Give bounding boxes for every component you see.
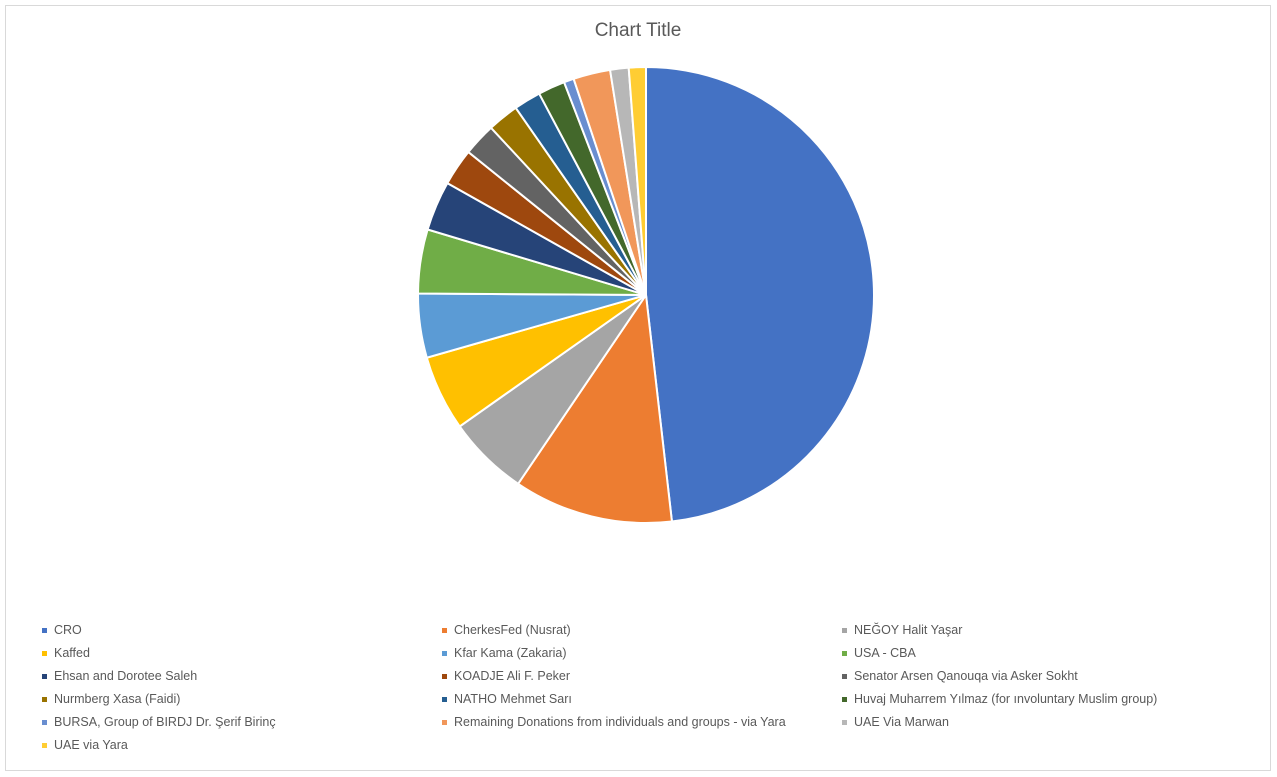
legend-label-4: Kfar Kama (Zakaria): [454, 646, 567, 660]
legend-item-14: UAE Via Marwan: [842, 713, 1252, 731]
legend-swatch-10: [442, 696, 447, 702]
chart-legend: CRO CherkesFed (Nusrat) NEĞOY Halit Yaşar K…: [42, 621, 1252, 754]
legend-swatch-1: [442, 627, 447, 633]
legend-label-11: Huvaj Muharrem Yılmaz (for ınvoluntary M…: [854, 692, 1158, 706]
legend-label-14: UAE Via Marwan: [854, 715, 949, 729]
legend-label-13: Remaining Donations from individuals and…: [454, 715, 786, 729]
legend-swatch-15: [42, 742, 47, 748]
legend-label-3: Kaffed: [54, 646, 90, 660]
chart-title: Chart Title: [594, 20, 682, 41]
legend-item-13: Remaining Donations from individuals and…: [442, 713, 842, 731]
pie-slice-15: [627, 65, 647, 296]
legend-swatch-11: [842, 696, 847, 702]
legend-label-2: NEĞOY Halit Yaşar: [854, 623, 963, 637]
legend-swatch-5: [842, 650, 847, 656]
legend-swatch-2: [842, 627, 847, 633]
legend-item-8: Senator Arsen Qanouqa via Asker Sokht: [842, 667, 1252, 685]
legend-label-6: Ehsan and Dorotee Saleh: [54, 669, 198, 683]
legend-label-15: UAE via Yara: [54, 738, 128, 752]
legend-label-9: Nurmberg Xasa (Faidi): [54, 692, 181, 706]
legend-label-5: USA - CBA: [854, 646, 916, 660]
legend-label-7: KOADJE Ali F. Peker: [454, 669, 571, 683]
legend-label-0: CRO: [54, 623, 82, 637]
pie-slice-0: [645, 65, 875, 523]
legend-item-11: Huvaj Muharrem Yılmaz (for ınvoluntary M…: [842, 690, 1252, 708]
legend-label-1: CherkesFed (Nusrat): [454, 623, 571, 637]
legend-item-3: Kaffed: [42, 644, 442, 662]
legend-item-15: UAE via Yara: [42, 736, 442, 754]
legend-item-2: NEĞOY Halit Yaşar: [842, 621, 1252, 639]
legend-label-12: BURSA, Group of BIRDJ Dr. Şerif Birinç: [54, 715, 276, 729]
legend-label-8: Senator Arsen Qanouqa via Asker Sokht: [854, 669, 1078, 683]
legend-item-0: CRO: [42, 621, 442, 639]
legend-swatch-14: [842, 719, 847, 725]
legend-label-10: NATHO Mehmet Sarı: [454, 692, 572, 706]
legend-item-4: Kfar Kama (Zakaria): [442, 644, 842, 662]
legend-swatch-4: [442, 650, 447, 656]
legend-swatch-9: [42, 696, 47, 702]
legend-swatch-0: [42, 627, 47, 633]
legend-swatch-8: [842, 673, 847, 679]
legend-swatch-3: [42, 650, 47, 656]
legend-item-10: NATHO Mehmet Sarı: [442, 690, 842, 708]
legend-item-9: Nurmberg Xasa (Faidi): [42, 690, 442, 708]
legend-swatch-6: [42, 673, 47, 679]
legend-item-5: USA - CBA: [842, 644, 1252, 662]
legend-item-1: CherkesFed (Nusrat): [442, 621, 842, 639]
legend-item-12: BURSA, Group of BIRDJ Dr. Şerif Birinç: [42, 713, 442, 731]
pie-slice-1: [516, 292, 674, 524]
legend-item-6: Ehsan and Dorotee Saleh: [42, 667, 442, 685]
legend-swatch-12: [42, 719, 47, 725]
legend-swatch-7: [442, 673, 447, 679]
legend-item-7: KOADJE Ali F. Peker: [442, 667, 842, 685]
legend-swatch-13: [442, 719, 447, 725]
